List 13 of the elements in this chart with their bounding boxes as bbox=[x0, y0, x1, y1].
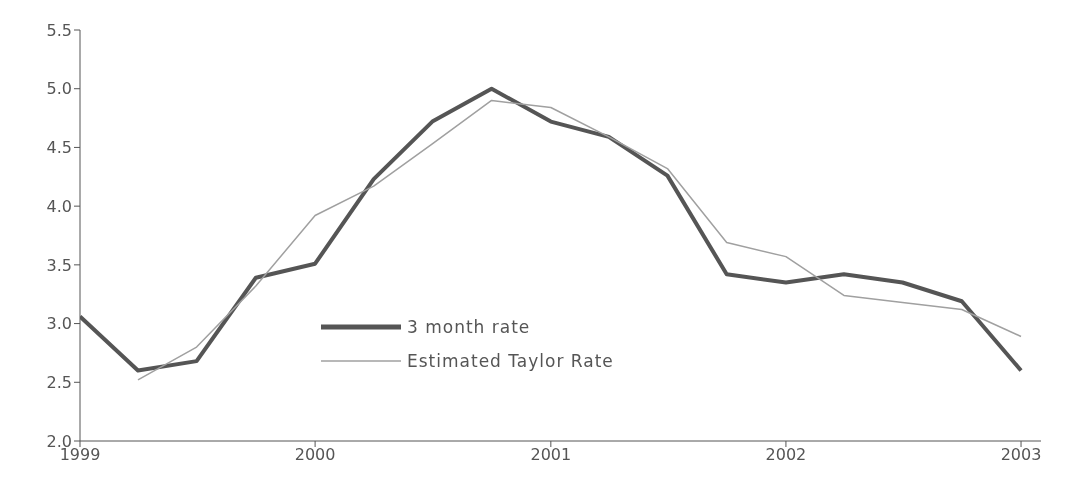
y-tick-label: 4.0 bbox=[46, 196, 72, 216]
x-tick-label: 2000 bbox=[294, 445, 336, 465]
y-tick-label: 2.5 bbox=[46, 372, 72, 392]
x-tick-label: 2002 bbox=[765, 445, 807, 465]
y-tick-label: 4.5 bbox=[46, 138, 72, 158]
y-tick-label: 3.5 bbox=[46, 255, 72, 275]
x-tick-label: 2001 bbox=[530, 445, 572, 465]
legend-label: 3 month rate bbox=[407, 317, 531, 337]
x-tick-label: 2003 bbox=[1000, 445, 1042, 465]
y-tick-label: 3.0 bbox=[46, 314, 72, 334]
y-tick-label: 5.5 bbox=[46, 20, 72, 40]
legend-label: Estimated Taylor Rate bbox=[407, 351, 614, 371]
y-tick-label: 5.0 bbox=[46, 79, 72, 99]
